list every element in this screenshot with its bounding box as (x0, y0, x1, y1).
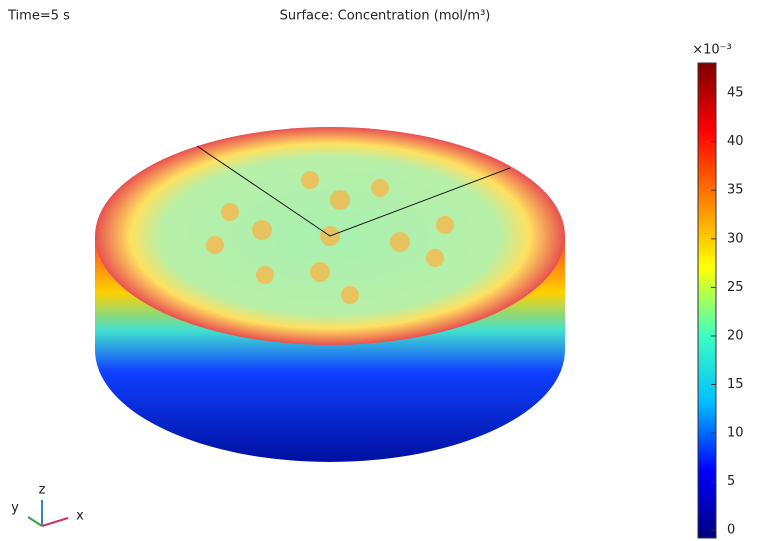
colorbar-tick-label: 20 (727, 328, 744, 343)
axis-triad: z x y (11, 483, 84, 527)
colorbar-multiplier: ×10⁻³ (692, 43, 732, 58)
chart-title: Surface: Concentration (mol/m³) (280, 9, 491, 24)
colorbar-tick-label: 5 (727, 474, 735, 489)
triad-x: x (76, 509, 84, 524)
colorbar-tick-label: 35 (727, 183, 744, 198)
colorbar-tick-label: 10 (727, 426, 744, 441)
colorbar (698, 63, 716, 538)
colorbar-tick-label: 0 (727, 523, 735, 538)
colorbar-tick-label: 15 (727, 377, 744, 392)
colorbar-tick-label: 25 (727, 280, 744, 295)
colorbar-tick-label: 40 (727, 134, 744, 149)
triad-z: z (39, 483, 46, 498)
time-label: Time=5 s (7, 9, 70, 24)
colorbar-tick-label: 30 (727, 231, 744, 246)
triad-y: y (11, 501, 19, 516)
cylinder (95, 127, 565, 462)
colorbar-tick-label: 45 (727, 86, 744, 101)
chart: Time=5 s Surface: Concentration (mol/m³)… (0, 0, 758, 541)
